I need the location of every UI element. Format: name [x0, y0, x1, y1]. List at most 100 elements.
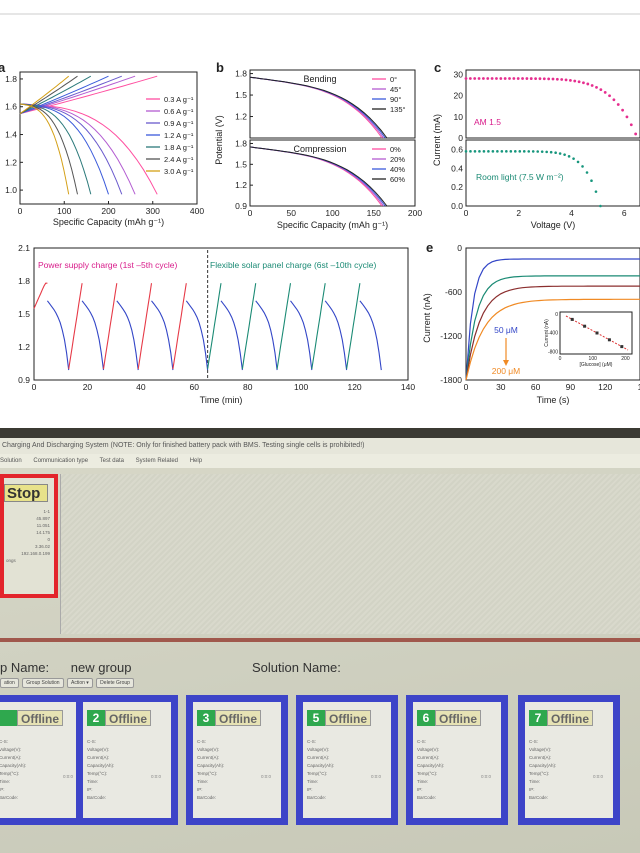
tick-label: 1.5	[18, 309, 30, 319]
tick-label: 200	[101, 206, 115, 216]
data-point	[608, 94, 611, 98]
data-point	[581, 165, 584, 168]
inset-point	[583, 324, 587, 328]
channel-card[interactable]: 7 Offline C-S: Voltage(V): Current(A): Capaci…	[518, 695, 620, 825]
data-point	[514, 150, 517, 153]
legend-entry: 0.9 A g⁻¹	[164, 119, 194, 128]
channel-card[interactable]: 3 Offline C-S: Voltage(V): Current(A): Capaci…	[186, 695, 288, 825]
data-point	[585, 171, 589, 174]
card-header: 3 Offline	[197, 710, 261, 726]
data-point	[573, 79, 577, 83]
monitor-area	[60, 474, 640, 634]
data-point	[516, 77, 520, 80]
delete-group-button[interactable]: Delete Group	[96, 678, 134, 688]
tick-label: 1.2	[235, 112, 247, 122]
field-label: Voltage(V):	[529, 747, 552, 752]
channel-card[interactable]: 6 Offline C-S: Voltage(V): Current(A): Capaci…	[406, 695, 508, 825]
legend-entry: 0.6 A g⁻¹	[164, 107, 194, 116]
tick-label: 120	[598, 382, 612, 392]
series-line	[137, 283, 153, 370]
action-dropdown[interactable]: Action ▾	[66, 678, 93, 688]
menu-bar: Solution Communication type Test data Sy…	[0, 454, 640, 468]
field-label: Time:	[0, 779, 11, 784]
menu-item-test-data[interactable]: Test data	[99, 458, 124, 464]
data-point	[464, 77, 468, 80]
legend-entry: 0.3 A g⁻¹	[164, 95, 194, 104]
data-point	[536, 150, 540, 153]
plot-frame	[33, 247, 409, 381]
card-fields: C-S: Voltage(V): Current(A): Capacity(Ah): T…	[307, 738, 334, 802]
channel-number: 7	[529, 710, 547, 726]
tick-label: 0	[464, 382, 469, 392]
panel-label: b	[216, 60, 224, 75]
field-label: Capacity(Ah):	[417, 763, 445, 768]
field-label: Capacity(Ah):	[307, 763, 335, 768]
annotation: Room light (7.5 W m⁻²)	[476, 172, 564, 182]
data-point	[527, 150, 531, 153]
tick-label: 60	[190, 382, 200, 392]
menu-item-system[interactable]: System Related	[135, 458, 179, 464]
tick-label: 10	[454, 112, 464, 122]
data-point	[529, 77, 533, 80]
tick-label: 1.2	[235, 180, 247, 190]
inset-y-label: Current (nA)	[544, 319, 550, 347]
menu-item-help[interactable]: Help	[189, 458, 203, 464]
data-point	[603, 90, 607, 94]
status-badge: Offline	[17, 710, 63, 726]
data-point	[545, 150, 548, 154]
series-line	[465, 285, 640, 381]
data-point	[473, 77, 477, 80]
data-point	[495, 77, 498, 80]
card-fields: C-S: Voltage(V): Current(A): Capacity(Ah): T…	[417, 738, 444, 802]
stop-button[interactable]: Stop	[4, 484, 48, 502]
tick-label: 2.1	[18, 243, 30, 253]
series-line	[19, 75, 92, 115]
field-label: Time:	[197, 779, 209, 784]
series-line	[255, 300, 278, 371]
field-label: C-S:	[87, 739, 96, 744]
time-value: 0:0:0	[260, 774, 271, 779]
data-point	[496, 150, 499, 153]
tick-label: 2	[516, 208, 521, 218]
field-label: Voltage(V):	[87, 747, 110, 752]
field-label: C-S:	[529, 739, 538, 744]
channel-card[interactable]: Offline C-S: Voltage(V): Current(A): Capacit…	[0, 695, 90, 825]
channel-card[interactable]: 5 Offline C-S: Voltage(V): Current(A): Capaci…	[296, 695, 398, 825]
menu-item-communication[interactable]: Communication type	[33, 458, 89, 464]
tick-label: 0.2	[451, 182, 463, 192]
plot-frame	[249, 139, 416, 207]
stat-value: 1-1	[43, 509, 50, 514]
series-line	[19, 103, 78, 195]
card-body: 5 Offline C-S: Voltage(V): Current(A): Capaci…	[303, 702, 391, 818]
legend-entry: 1.2 A g⁻¹	[164, 131, 194, 140]
card-body: 3 Offline C-S: Voltage(V): Current(A): Capaci…	[193, 702, 281, 818]
series-line	[116, 300, 139, 371]
field-label: Temp(°C):	[417, 771, 438, 776]
series-line	[19, 75, 158, 115]
group-solution-button[interactable]: Group Solution	[22, 678, 64, 688]
field-label: Current(A):	[529, 755, 552, 760]
card-fields: C-S: Voltage(V): Current(A): Capacity(Ah): T…	[87, 738, 114, 802]
panel-d: 2.1 1.8 1.5 1.2 0.90 20 40 60 80 100 120 140 Time (m…	[18, 243, 415, 405]
field-label: Temp(°C):	[197, 771, 218, 776]
inset-tick-label: 0	[555, 312, 558, 318]
solution-name-label: Solution Name:	[252, 660, 341, 675]
group-button-ation[interactable]: ation	[0, 678, 19, 688]
data-point	[547, 77, 551, 81]
data-point	[522, 150, 526, 153]
channel-card[interactable]: 2 Offline C-S: Voltage(V): Current(A): Capaci…	[76, 695, 178, 825]
menu-item-solution[interactable]: Solution	[0, 458, 22, 464]
series-line	[249, 146, 386, 207]
data-point	[621, 108, 624, 112]
legend-entry: 45°	[390, 85, 401, 94]
stat-value: 192.168.0.199	[21, 551, 50, 556]
series-line	[19, 75, 70, 115]
data-point	[576, 160, 580, 164]
tick-label: 1.2	[5, 157, 17, 167]
group-name-value: new group	[70, 660, 132, 675]
x-axis-label: Specific Capacity (mAh g⁻¹)	[277, 220, 388, 230]
field-label: Current(A):	[0, 755, 22, 760]
field-label: Voltage(V):	[417, 747, 440, 752]
status-badge: Offline	[547, 710, 593, 726]
channel-number: 2	[87, 710, 105, 726]
